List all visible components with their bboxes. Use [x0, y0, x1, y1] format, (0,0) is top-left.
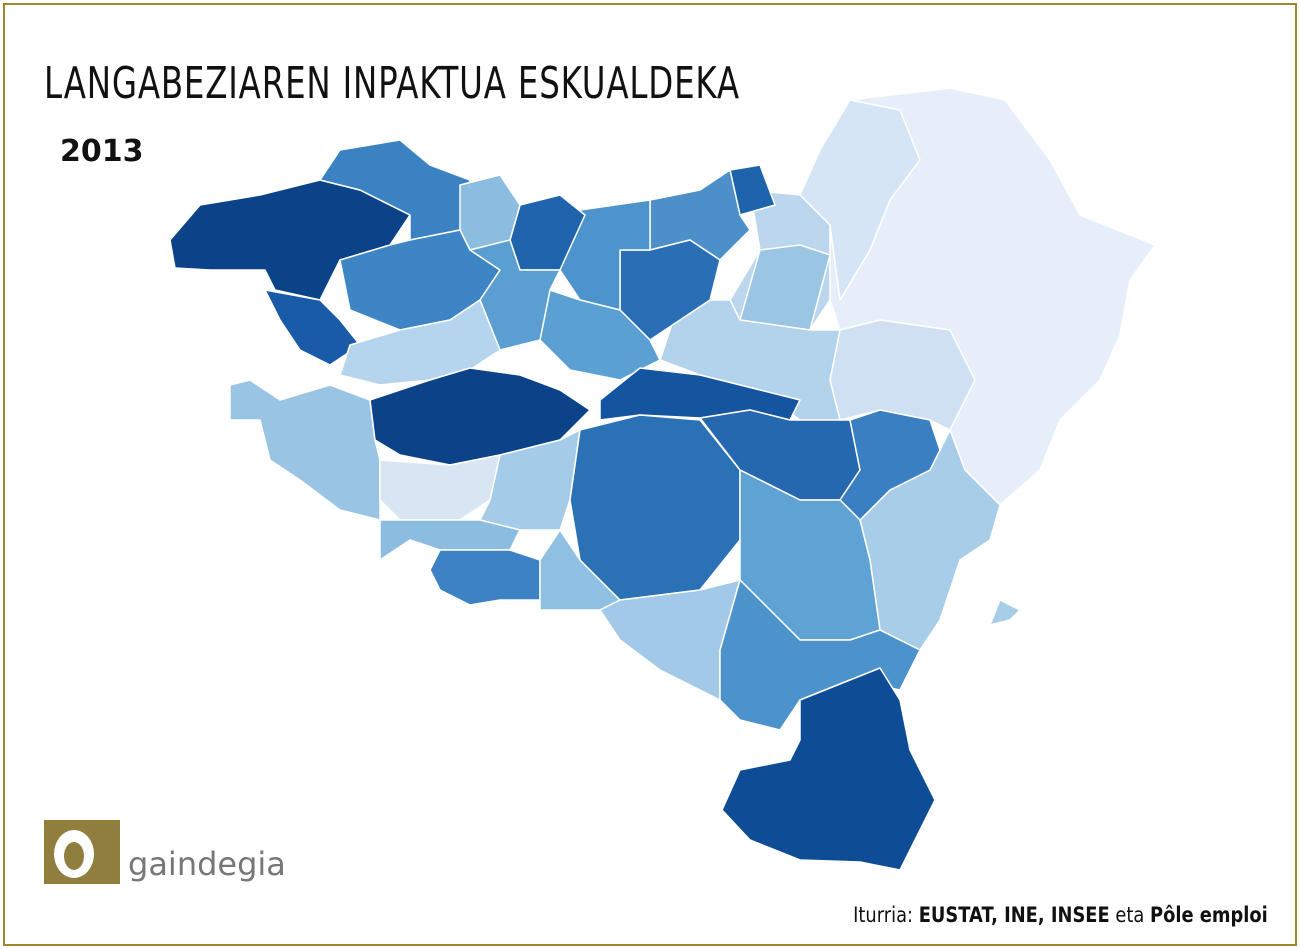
source-label: Iturria:	[853, 903, 914, 927]
region	[659, 299, 841, 421]
source-conjunction: eta	[1115, 903, 1145, 927]
source-agencies: EUSTAT, INE, INSEE	[918, 903, 1110, 927]
logo-text: gaindegia	[128, 845, 286, 883]
region	[839, 409, 941, 521]
region	[539, 289, 661, 381]
logo-mark	[44, 820, 120, 884]
region	[989, 599, 1021, 626]
region	[829, 319, 976, 431]
region	[429, 549, 541, 606]
region	[569, 414, 741, 601]
region	[459, 174, 521, 251]
title: LANGABEZIAREN INPAKTUA ESKUALDEKA	[44, 58, 740, 109]
region	[721, 667, 936, 871]
year: 2013	[60, 134, 144, 169]
region	[369, 367, 591, 466]
source: Iturria: EUSTAT, INE, INSEE eta Pôle emp…	[853, 903, 1268, 927]
region	[469, 239, 561, 351]
region	[379, 454, 501, 521]
source-last: Pôle emploi	[1150, 903, 1268, 927]
region	[229, 379, 381, 521]
region	[339, 299, 501, 386]
region	[559, 199, 651, 311]
frame	[3, 3, 1297, 946]
region	[264, 289, 361, 366]
